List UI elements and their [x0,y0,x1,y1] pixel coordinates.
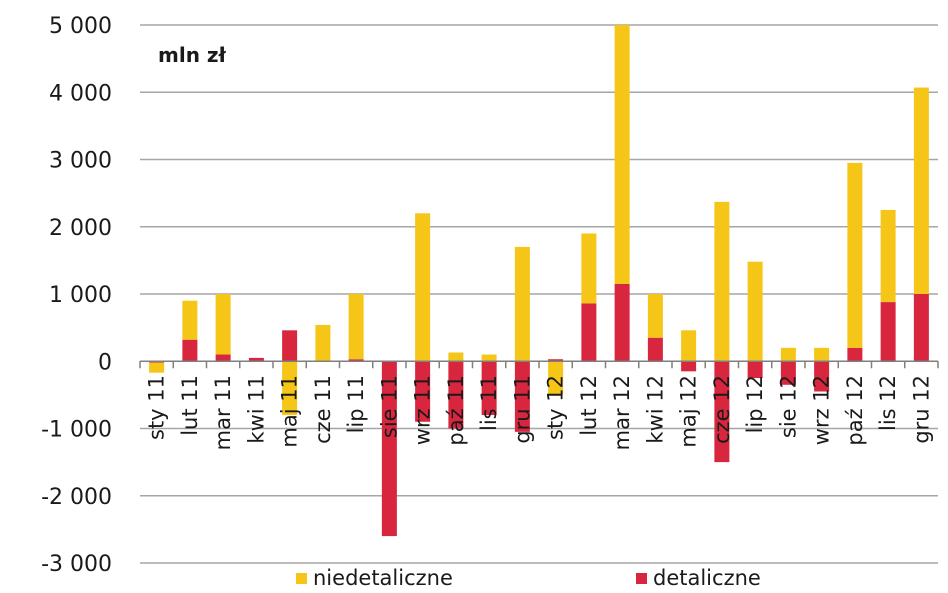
bar-detaliczne [614,283,630,362]
bar-niedetaliczne [282,361,298,416]
bar-niedetaliczne [514,246,530,362]
y-tick-label: 2 000 [49,216,112,241]
bar-detaliczne [514,361,530,432]
x-tick-label: lut 11 [178,375,202,436]
x-tick-label: sty 11 [145,375,169,440]
bar-detaliczne [282,330,298,362]
bar-niedetaliczne [215,294,231,355]
x-tick-label: lip 11 [344,375,368,433]
y-tick-label: 1 000 [49,283,112,308]
x-tick-label: paź 12 [843,375,867,446]
x-tick-label: gru 11 [510,375,534,444]
bar-niedetaliczne [415,213,431,362]
legend-label-niedetaliczne: niedetaliczne [313,566,453,590]
bar-detaliczne [814,361,830,392]
bar-detaliczne [847,347,863,362]
gridlines [140,24,938,564]
bar-detaliczne [415,361,431,422]
x-tick-label: mar 12 [610,375,634,450]
bar-niedetaliczne [681,330,697,362]
x-axis-ticks: sty 11 lut 11 mar 11 kwi 11 maj 11 cze 11 lip … [145,375,934,450]
legend: niedetaliczne detaliczne [296,566,761,590]
bar-niedetaliczne [880,209,896,303]
bar-niedetaliczne [847,162,863,348]
bar-niedetaliczne [614,25,630,284]
bar-niedetaliczne [348,294,364,360]
y-tick-label: -3 000 [41,552,112,577]
bar-niedetaliczne [315,324,331,362]
bar-detaliczne [215,354,231,362]
y-tick-label: 5 000 [49,14,112,39]
x-tick-label: wrz 11 [411,375,435,445]
bar-niedetaliczne [448,352,464,362]
x-tick-label: kwi 12 [643,375,667,444]
bar-detaliczne [647,337,663,362]
x-tick-label: lut 12 [577,375,601,436]
bar-niedetaliczne [481,354,497,362]
x-tick-label: sty 12 [544,375,568,440]
bar-detaliczne [481,361,497,416]
x-tick-label: maj 11 [278,375,302,448]
bars [149,25,929,537]
bar-detaliczne [381,361,397,537]
bar-detaliczne [581,303,597,362]
y-tick-label: 4 000 [49,81,112,106]
x-axis [139,360,939,369]
bar-niedetaliczne [581,233,597,304]
bar-detaliczne [248,357,264,362]
bar-detaliczne [913,294,929,362]
x-tick-label: paź 11 [444,375,468,446]
bar-detaliczne [348,359,364,362]
legend-swatch-niedetaliczne [296,573,307,584]
y-axis-ticks: 5 000 4 000 3 000 2 000 1 000 0 -1 000 -2 000 -3… [41,14,112,577]
bar-detaliczne [747,361,763,379]
x-tick-label: sie 11 [377,375,401,438]
x-tick-label: lis 12 [876,375,900,431]
y-tick-label: -2 000 [41,485,112,510]
x-tick-label: kwi 11 [244,375,268,444]
x-tick-label: wrz 12 [810,375,834,445]
bar-niedetaliczne [714,201,730,362]
bar-niedetaliczne [747,261,763,362]
legend-label-detaliczne: detaliczne [653,566,761,590]
x-tick-label: lip 12 [743,375,767,433]
y-tick-label: -1 000 [41,418,112,443]
x-tick-label: cze 12 [710,375,734,444]
x-tick-label: lis 11 [477,375,501,431]
bar-detaliczne [681,361,697,372]
legend-swatch-detaliczne [636,573,647,584]
bar-niedetaliczne [780,347,796,362]
x-tick-label: mar 11 [211,375,235,450]
bar-detaliczne [448,361,464,429]
bar-detaliczne [182,339,198,362]
x-tick-label: maj 12 [677,375,701,448]
bar-niedetaliczne [814,347,830,362]
bar-detaliczne [714,361,730,463]
bar-niedetaliczne [149,362,165,373]
bar-detaliczne [780,361,796,385]
bar-detaliczne [880,302,896,362]
y-tick-label: 3 000 [49,149,112,174]
bar-niedetaliczne [647,294,663,338]
bar-niedetaliczne [182,300,198,340]
unit-label: mln zł [158,43,227,67]
x-tick-label: sie 12 [776,375,800,438]
x-tick-label: cze 11 [311,375,335,444]
x-tick-label: gru 12 [909,375,933,444]
y-tick-label: 0 [98,350,112,375]
bar-niedetaliczne [913,87,929,294]
bar-niedetaliczne [548,361,564,395]
bar-detaliczne [548,359,564,362]
